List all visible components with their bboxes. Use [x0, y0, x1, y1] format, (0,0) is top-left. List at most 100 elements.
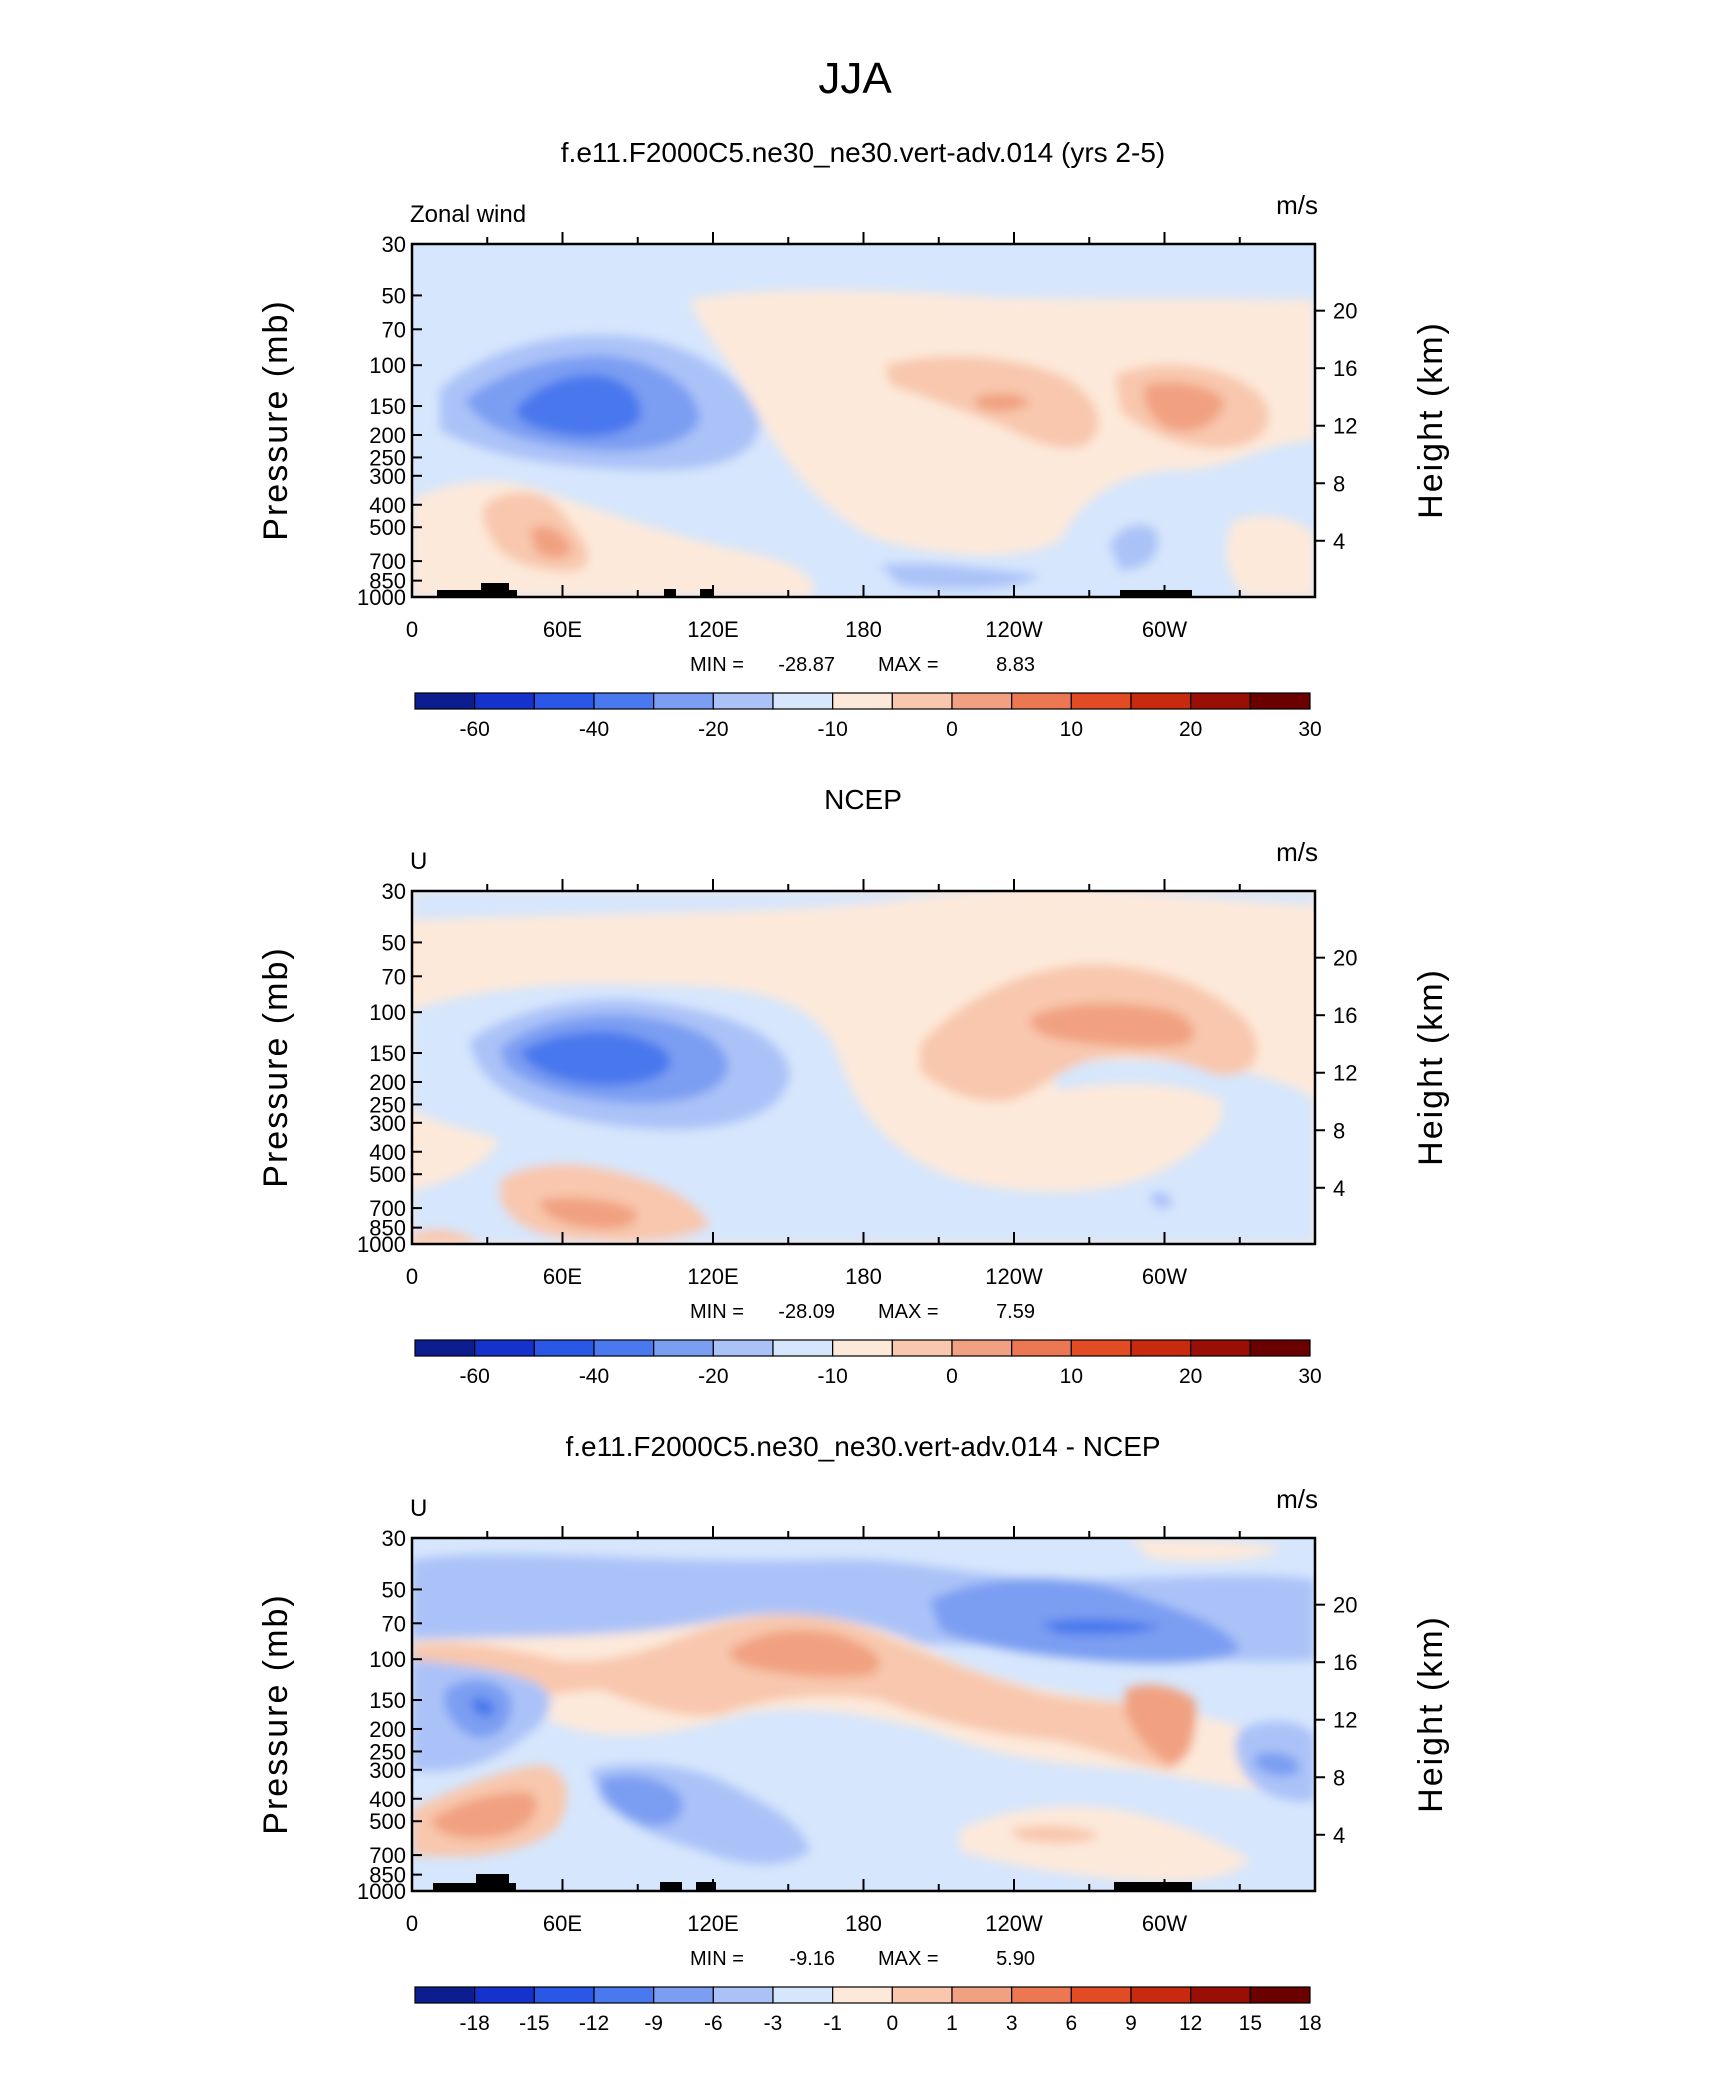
colorbar-swatch [1070, 692, 1132, 710]
x-tick-label: 60W [1142, 617, 1187, 642]
colorbar-swatch [1190, 1986, 1251, 2004]
top-negative-band [412, 891, 1315, 920]
units-label: m/s [1276, 1484, 1318, 1514]
y-tick-label: 300 [369, 1758, 406, 1783]
colorbar-swatch [891, 1339, 953, 1357]
colorbar-swatch [474, 1339, 535, 1357]
colorbar-swatch [653, 692, 714, 710]
positive-max [1029, 1003, 1194, 1048]
positive-max-pacific [729, 1630, 880, 1678]
y-tick-label: 1000 [357, 1879, 406, 1904]
colorbar-swatch [951, 1339, 1013, 1357]
stats: MIN = -28.87 MAX = 8.83 [690, 654, 1035, 676]
y-right-tick-label: 8 [1333, 1118, 1345, 1143]
units-label: m/s [1276, 190, 1318, 220]
panel-ncep: NCEP U m/s 30507010015020025030040050070… [257, 784, 1450, 1388]
colorbar-label: 30 [1298, 1365, 1321, 1388]
colorbar-swatch [1011, 692, 1072, 710]
y-right-tick-label: 12 [1333, 1061, 1357, 1086]
y-axis-label: Pressure (mb) [257, 299, 295, 540]
colorbar-label: 9 [1125, 2012, 1137, 2035]
jet-core [515, 374, 641, 437]
colorbar-label: -10 [817, 718, 847, 741]
jet-core [520, 1031, 671, 1086]
y-tick-label: 150 [369, 1688, 406, 1713]
y-tick-label: 250 [369, 1092, 406, 1117]
svg-text:MIN =: MIN = [690, 1948, 744, 1970]
colorbar-label: -20 [698, 718, 728, 741]
colorbar-label: 10 [1060, 718, 1083, 741]
left-label: U [410, 1495, 427, 1522]
x-tick-label: 120W [985, 617, 1043, 642]
y-tick-label: 700 [369, 1843, 406, 1868]
y-right-tick-label: 8 [1333, 471, 1345, 496]
lower-negative-pacific [880, 563, 1040, 589]
panel-model: f.e11.F2000C5.ne30_ne30.vert-adv.014 (yr… [257, 137, 1450, 741]
lower-positive-core [540, 1197, 637, 1230]
x-tick-label: 60E [543, 1264, 582, 1289]
colorbar-swatch [891, 1986, 953, 2004]
y-right-tick-label: 20 [1333, 299, 1357, 324]
x-tick-label: 0 [406, 1911, 418, 1936]
y-tick-label: 30 [382, 879, 406, 904]
colorbar-label: 15 [1239, 2012, 1262, 2035]
colorbar: -60 -40 -20 -10 0 10 20 30 [414, 692, 1322, 741]
colorbar-label: 0 [886, 2012, 898, 2035]
y-right-tick-label: 20 [1333, 1593, 1357, 1618]
y-right-tick-label: 12 [1333, 414, 1357, 439]
contour-field [412, 1538, 1315, 1891]
colorbar-swatch [653, 1986, 714, 2004]
colorbar-swatch [1070, 1986, 1132, 2004]
y-tick-label: 250 [369, 445, 406, 470]
colorbar-label: -6 [704, 2012, 723, 2035]
y-tick-label: 200 [369, 1717, 406, 1742]
y-tick-label: 400 [369, 1787, 406, 1812]
colorbar-swatch [1130, 1986, 1192, 2004]
svg-text:MIN =: MIN = [690, 654, 744, 676]
colorbar-swatch [1249, 1339, 1311, 1357]
y-tick-label: 50 [382, 1577, 406, 1602]
x-tick-label: 0 [406, 617, 418, 642]
colorbar-label: 18 [1298, 2012, 1321, 2035]
colorbar-swatch [653, 1339, 714, 1357]
y-right-tick-label: 16 [1333, 1003, 1357, 1028]
positive-core [412, 1615, 1194, 1770]
y-tick-label: 100 [369, 353, 406, 378]
colorbar-swatch [474, 692, 535, 710]
x-tick-label: 120W [985, 1911, 1043, 1936]
colorbar-label: 6 [1065, 2012, 1077, 2035]
panel-title: f.e11.F2000C5.ne30_ne30.vert-adv.014 (yr… [561, 137, 1165, 168]
y-right-tick-label: 16 [1333, 1650, 1357, 1675]
colorbar-swatch [1249, 1986, 1311, 2004]
colorbar-swatch [951, 1986, 1013, 2004]
colorbar-swatch [1070, 1339, 1132, 1357]
mid-negative-core [600, 1775, 683, 1826]
y-tick-label: 700 [369, 549, 406, 574]
y-right-tick-label: 8 [1333, 1765, 1345, 1790]
lower-negative-atlantic [1110, 525, 1159, 570]
y-tick-label: 1000 [357, 1232, 406, 1257]
stats: MIN = -28.09 MAX = 7.59 [690, 1301, 1035, 1323]
y-axis-label: Pressure (mb) [257, 1593, 295, 1834]
west-negative-max [470, 1697, 495, 1717]
x-tick-label: 60E [543, 1911, 582, 1936]
lower-positive-east [960, 1806, 1250, 1882]
y-tick-label: 50 [382, 930, 406, 955]
surface-positive [412, 1229, 480, 1244]
svg-text:MAX =: MAX = [878, 654, 939, 676]
topography [433, 1874, 1192, 1891]
colorbar-label: -9 [644, 2012, 663, 2035]
y-right-tick-label: 4 [1333, 1176, 1345, 1201]
y-tick-label: 300 [369, 464, 406, 489]
colorbar-swatch [772, 692, 834, 710]
y-tick-label: 30 [382, 1526, 406, 1551]
lower-positive-max [530, 526, 572, 559]
colorbar-label: 20 [1179, 1365, 1202, 1388]
svg-text:MAX =: MAX = [878, 1948, 939, 1970]
y-tick-label: 150 [369, 394, 406, 419]
colorbar-swatch [772, 1986, 834, 2004]
colorbar-label: 30 [1298, 718, 1321, 741]
colorbar-swatch [414, 1339, 476, 1357]
x-tick-label: 180 [845, 1911, 882, 1936]
y-tick-label: 500 [369, 1162, 406, 1187]
